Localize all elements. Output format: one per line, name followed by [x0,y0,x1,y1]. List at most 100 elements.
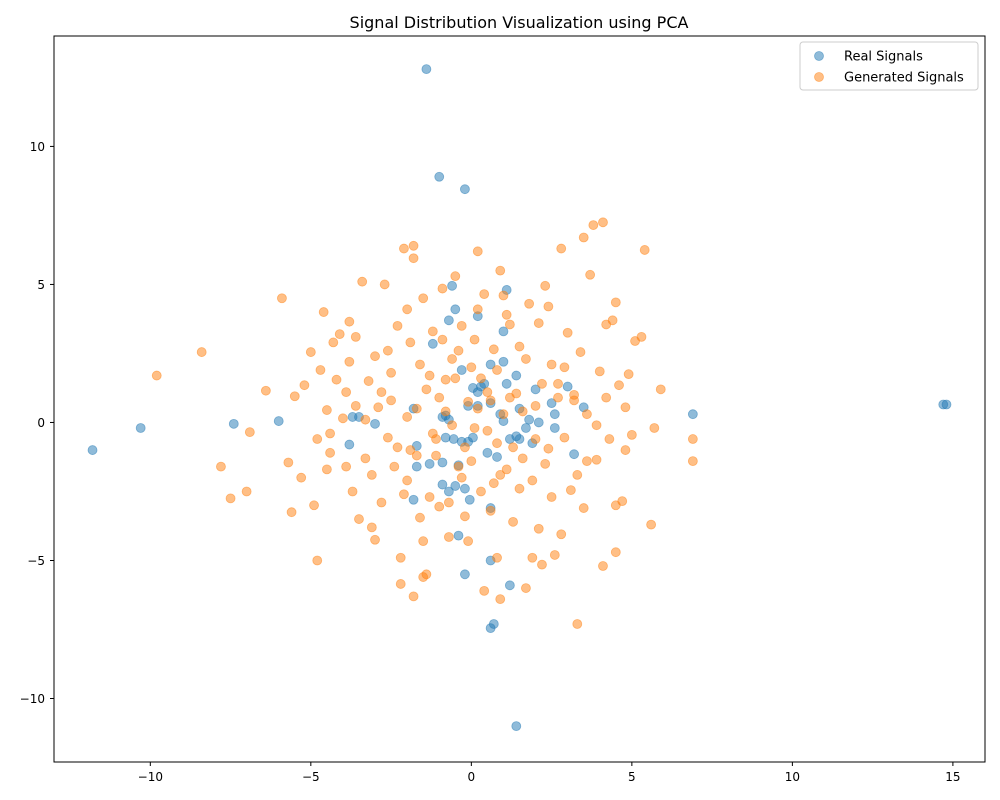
data-point [418,293,429,304]
data-point [440,406,451,417]
data-point [437,457,448,468]
data-point [614,380,624,391]
x-tick-label: −5 [302,770,320,784]
data-point [395,579,406,589]
data-point [504,319,515,330]
data-point [447,354,457,364]
data-point [485,359,496,370]
data-point [537,378,547,389]
data-point [598,561,608,571]
data-point [408,253,419,264]
data-point [325,428,335,439]
x-tick-label: 10 [785,770,800,784]
data-point [277,293,287,304]
data-point [472,246,483,257]
data-point [569,449,579,460]
data-point [511,721,522,732]
data-point [347,486,358,497]
data-point [299,380,310,391]
data-point [456,320,467,331]
data-point [472,304,483,315]
data-point [585,269,596,280]
data-point [527,552,538,563]
data-point [620,402,631,413]
data-point [941,399,952,410]
legend-label: Real Signals [844,50,923,65]
data-point [508,516,518,527]
data-point [533,523,544,534]
data-point [530,400,541,411]
data-point [521,583,531,593]
data-point [260,385,271,396]
y-tick-label: −5 [27,554,45,568]
data-point [540,280,551,291]
data-point [524,298,535,309]
data-point [216,461,226,472]
legend-marker [814,51,824,61]
data-point [501,378,512,389]
data-point [530,434,541,444]
data-point [296,472,307,483]
data-point [228,418,239,429]
data-point [344,439,355,450]
x-tick-label: 5 [628,770,636,784]
data-point [562,381,573,392]
data-point [610,547,621,558]
data-point [482,447,493,458]
data-point [485,395,496,406]
data-point [498,356,509,367]
data-point [244,427,255,438]
data-point [424,370,435,381]
data-point [286,507,297,518]
data-point [363,376,374,386]
data-point [517,406,528,417]
data-point [453,345,464,356]
data-point [408,240,419,251]
data-point [450,373,461,384]
y-tick-label: 5 [37,278,45,292]
data-point [559,432,570,443]
data-point [408,591,419,602]
data-point [495,265,506,276]
data-point [350,331,361,342]
data-point [488,344,499,355]
data-point [450,271,461,282]
data-point [468,383,478,393]
data-point [443,532,454,542]
data-point [399,489,409,500]
data-point [604,434,615,444]
data-point [464,494,475,505]
data-point [521,354,531,364]
data-point [427,338,438,349]
data-point [418,536,429,547]
data-point [360,414,371,425]
legend-label: Generated Signals [844,71,964,86]
data-point [527,475,538,486]
data-point [626,429,637,440]
data-point [331,374,342,385]
data-point [289,391,300,402]
data-point [443,497,454,508]
data-point [469,423,480,433]
data-point [601,392,612,403]
data-point [508,442,518,453]
data-point [424,458,435,469]
data-point [427,326,438,337]
data-point [543,443,554,454]
data-point [366,470,377,480]
data-point [476,373,486,384]
data-point [450,304,461,315]
data-point [498,326,509,337]
data-point [305,347,316,357]
data-point [341,461,352,472]
data-point [315,365,326,375]
data-point [582,456,592,467]
data-point [421,384,432,395]
data-point [411,403,422,414]
data-point [485,623,496,634]
data-point [578,503,589,513]
data-point [498,290,509,301]
data-point [447,420,457,431]
data-point [421,569,432,580]
data-point [517,453,528,464]
